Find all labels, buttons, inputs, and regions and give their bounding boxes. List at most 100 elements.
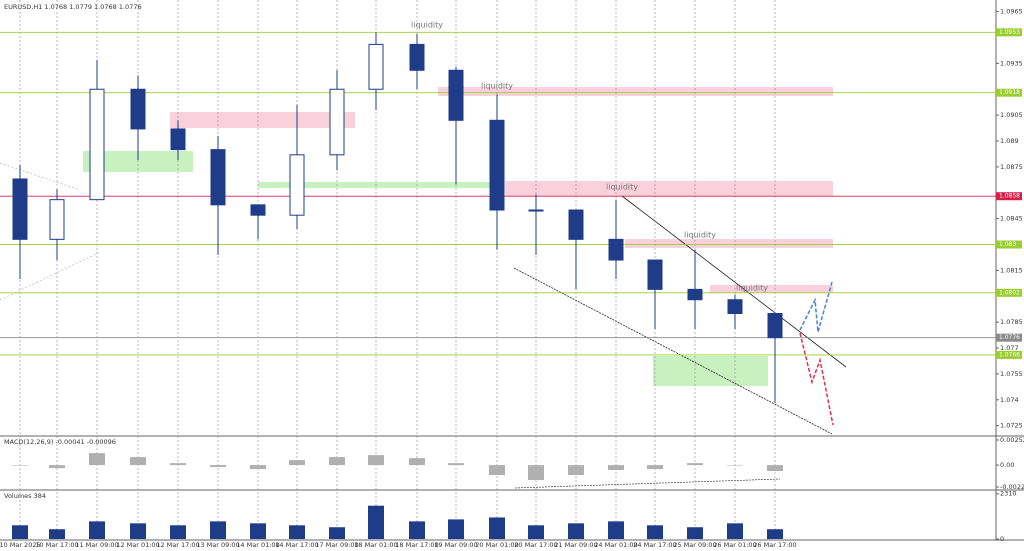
price-level-tag — [996, 192, 1022, 201]
x-tick-label: 11 Mar 09:00 — [75, 541, 118, 549]
x-tick-label: 26 Mar 01:00 — [713, 541, 756, 549]
chart-title: EURUSD,H1 1.0768 1.0779 1.0768 1.0776 — [4, 3, 142, 11]
candle-body — [767, 313, 783, 339]
candle-body — [130, 88, 146, 130]
bar — [409, 521, 425, 539]
y-tick-label: 1.074 — [1000, 396, 1019, 404]
channel-line — [513, 267, 833, 435]
price-level-label: 1.0858 — [999, 193, 1020, 200]
x-tick-label: 26 Mar 17:00 — [753, 541, 796, 549]
bar — [12, 465, 28, 466]
x-tick-label: 12 Mar 17:00 — [156, 541, 199, 549]
candle-body — [89, 88, 105, 201]
bar — [528, 525, 544, 539]
x-tick-label: 24 Mar 17:00 — [633, 541, 676, 549]
bar — [12, 525, 28, 539]
candle-body — [329, 88, 345, 156]
trend-line — [0, 251, 101, 301]
price-level-label: 1.0802 — [999, 289, 1020, 296]
bar — [130, 457, 146, 466]
bullish-projection — [799, 281, 833, 333]
bar — [368, 455, 384, 466]
zone — [170, 112, 355, 128]
bar — [49, 529, 65, 539]
bar — [687, 527, 703, 539]
x-tick-label: 19 Mar 09:00 — [434, 541, 477, 549]
bar — [49, 465, 65, 469]
price-level-tag — [996, 350, 1022, 359]
candle-body — [727, 299, 743, 315]
bar — [448, 519, 464, 539]
x-tick-label: 25 Mar 09:00 — [673, 541, 716, 549]
bar — [210, 521, 226, 539]
price-level-label: 1.083 — [999, 241, 1016, 248]
price-level-tag — [996, 28, 1022, 37]
bar — [250, 465, 266, 470]
y-tick-label: -0.0022 — [1000, 483, 1024, 491]
price-level-tag — [996, 288, 1022, 297]
bar — [528, 465, 544, 481]
candle-body — [448, 69, 464, 121]
bar — [170, 525, 186, 539]
y-tick-label: 1.0905 — [1000, 111, 1023, 119]
x-tick-label: 12 Mar 01:00 — [116, 541, 159, 549]
macd-divergence — [514, 478, 781, 489]
x-tick-label: 24 Mar 01:00 — [594, 541, 637, 549]
bar — [89, 521, 105, 539]
candle-body — [608, 238, 624, 261]
price-level-label: 1.0918 — [999, 89, 1020, 96]
zone — [653, 356, 768, 386]
bar — [647, 525, 663, 539]
y-tick-label: 1.0875 — [1000, 163, 1023, 171]
candle-body — [250, 204, 266, 216]
x-tick-label: 17 Mar 09:00 — [315, 541, 358, 549]
x-tick-label: 18 Mar 17:00 — [395, 541, 438, 549]
bar — [608, 521, 624, 539]
y-tick-label: 1.0725 — [1000, 422, 1023, 430]
candle-body — [489, 119, 505, 211]
bar — [89, 453, 105, 466]
y-tick-label: 1.077 — [1000, 344, 1019, 352]
x-tick-label: 20 Mar 17:00 — [514, 541, 557, 549]
volume-title: Volumes 384 — [4, 492, 46, 500]
price-level-label: 1.0766 — [999, 351, 1020, 358]
bar — [767, 465, 783, 472]
annotation: liquidity — [411, 21, 443, 30]
bar — [329, 527, 345, 539]
price-level-label: 1.0953 — [999, 29, 1020, 36]
candle-body — [568, 209, 584, 240]
y-tick-label: 0.00 — [1000, 461, 1014, 469]
bar — [767, 529, 783, 539]
candle-body — [289, 154, 305, 216]
x-tick-label: 10 Mar 17:00 — [35, 541, 78, 549]
y-tick-label: 1.089 — [1000, 137, 1019, 145]
candle-body — [49, 199, 65, 240]
bar — [489, 517, 505, 539]
bar — [368, 505, 384, 539]
candle-body — [12, 178, 28, 240]
y-tick-label: 2310 — [1000, 490, 1017, 498]
bar — [210, 465, 226, 468]
y-tick-label: 1.0755 — [1000, 370, 1023, 378]
bearish-projection — [799, 332, 834, 426]
bar — [289, 460, 305, 466]
candle-body — [528, 209, 544, 212]
bar — [647, 465, 663, 470]
x-tick-label: 10 Mar 2025 — [0, 541, 41, 549]
bar — [170, 463, 186, 466]
y-tick-label: 1.0935 — [1000, 59, 1023, 67]
annotation: liquidity — [481, 82, 513, 91]
y-tick-label: 1.0785 — [1000, 318, 1023, 326]
bar — [250, 523, 266, 539]
y-tick-label: 1.0965 — [1000, 8, 1023, 16]
annotation: liquidity — [606, 183, 638, 192]
price-level-tag — [996, 240, 1022, 249]
zone — [505, 181, 833, 196]
candle-body — [647, 259, 663, 290]
zone — [438, 87, 833, 96]
x-tick-label: 18 Mar 01:00 — [354, 541, 397, 549]
annotation: liquidity — [736, 284, 768, 293]
candle-body — [210, 149, 226, 206]
x-tick-label: 21 Mar 09:00 — [554, 541, 597, 549]
